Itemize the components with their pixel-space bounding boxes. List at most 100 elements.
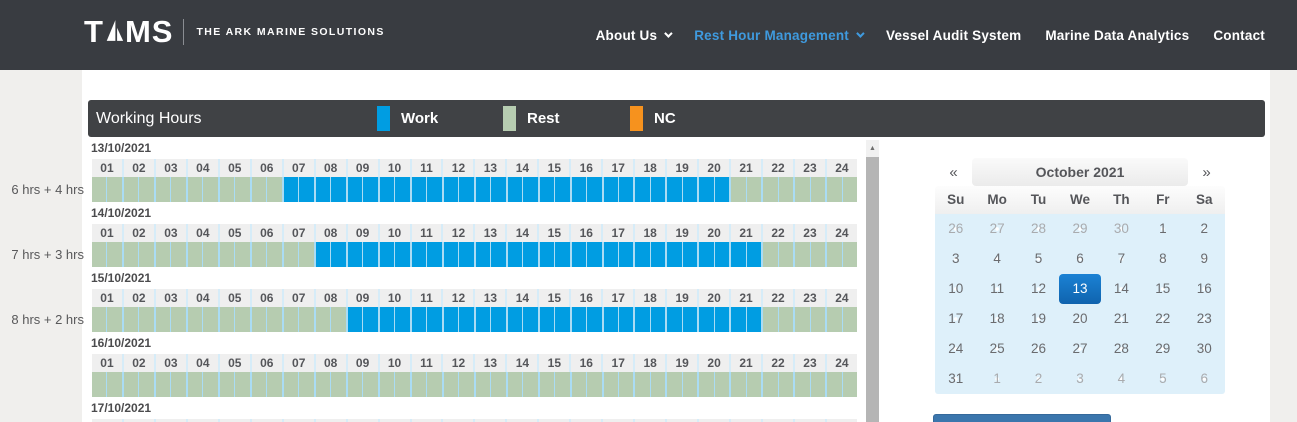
rest-half-hour-cell[interactable] (235, 242, 252, 267)
work-half-hour-cell[interactable] (347, 242, 364, 267)
rest-half-hour-cell[interactable] (842, 372, 858, 397)
work-half-hour-cell[interactable] (491, 242, 508, 267)
rest-half-hour-cell[interactable] (587, 372, 604, 397)
calendar-day[interactable]: 14 (1113, 281, 1129, 296)
work-half-hour-cell[interactable] (299, 177, 316, 202)
calendar-day[interactable]: 29 (1155, 341, 1171, 356)
rest-half-hour-cell[interactable] (731, 177, 747, 202)
rest-half-hour-cell[interactable] (107, 307, 124, 332)
work-half-hour-cell[interactable] (315, 177, 332, 202)
work-half-hour-cell[interactable] (427, 307, 444, 332)
rest-half-hour-cell[interactable] (618, 372, 636, 397)
calendar-day[interactable]: 17 (948, 311, 964, 326)
work-half-hour-cell[interactable] (603, 307, 619, 332)
work-half-hour-cell[interactable] (587, 307, 604, 332)
rest-half-hour-cell[interactable] (299, 372, 316, 397)
work-half-hour-cell[interactable] (507, 242, 524, 267)
nav-item-rest-hour-management[interactable]: Rest Hour Management (694, 28, 865, 43)
work-half-hour-cell[interactable] (714, 177, 732, 202)
work-half-hour-cell[interactable] (475, 307, 492, 332)
rest-half-hour-cell[interactable] (379, 372, 396, 397)
work-half-hour-cell[interactable] (427, 242, 444, 267)
work-half-hour-cell[interactable] (603, 177, 619, 202)
work-half-hour-cell[interactable] (523, 307, 540, 332)
rest-half-hour-cell[interactable] (842, 177, 858, 202)
calendar-day[interactable]: 22 (1155, 311, 1171, 326)
work-half-hour-cell[interactable] (459, 242, 476, 267)
rest-half-hour-cell[interactable] (555, 372, 572, 397)
calendar-day[interactable]: 25 (989, 341, 1005, 356)
work-half-hour-cell[interactable] (395, 307, 412, 332)
rest-half-hour-cell[interactable] (171, 372, 188, 397)
rest-half-hour-cell[interactable] (778, 177, 796, 202)
rest-half-hour-cell[interactable] (810, 242, 828, 267)
calendar-day[interactable]: 20 (1072, 311, 1088, 326)
work-half-hour-cell[interactable] (363, 177, 380, 202)
calendar-day[interactable]: 10 (948, 281, 964, 296)
scroll-up-arrow-icon[interactable]: ▲ (869, 144, 876, 152)
rest-half-hour-cell[interactable] (795, 307, 811, 332)
calendar-day[interactable]: 28 (1113, 341, 1129, 356)
work-half-hour-cell[interactable] (363, 307, 380, 332)
work-half-hour-cell[interactable] (443, 177, 460, 202)
rest-half-hour-cell[interactable] (795, 372, 811, 397)
calendar-day[interactable]: 1 (1159, 221, 1167, 236)
rest-half-hour-cell[interactable] (123, 372, 140, 397)
work-half-hour-cell[interactable] (587, 177, 604, 202)
rest-half-hour-cell[interactable] (139, 177, 156, 202)
work-half-hour-cell[interactable] (411, 177, 428, 202)
work-half-hour-cell[interactable] (395, 177, 412, 202)
rest-half-hour-cell[interactable] (810, 307, 828, 332)
rest-half-hour-cell[interactable] (123, 242, 140, 267)
rest-half-hour-cell[interactable] (107, 242, 124, 267)
work-half-hour-cell[interactable] (475, 242, 492, 267)
work-half-hour-cell[interactable] (443, 307, 460, 332)
work-half-hour-cell[interactable] (618, 177, 636, 202)
calendar-day[interactable]: 19 (1031, 311, 1047, 326)
work-half-hour-cell[interactable] (731, 307, 747, 332)
work-half-hour-cell[interactable] (347, 307, 364, 332)
rest-half-hour-cell[interactable] (603, 372, 619, 397)
rest-half-hour-cell[interactable] (171, 177, 188, 202)
rest-half-hour-cell[interactable] (507, 372, 524, 397)
work-half-hour-cell[interactable] (650, 242, 668, 267)
calendar-day[interactable]: 30 (1196, 341, 1212, 356)
rest-half-hour-cell[interactable] (395, 372, 412, 397)
rest-half-hour-cell[interactable] (571, 372, 588, 397)
work-half-hour-cell[interactable] (459, 177, 476, 202)
timeline-scrollbar-thumb[interactable] (866, 157, 879, 422)
tams-logo[interactable]: T MS THE ARK MARINE SOLUTIONS (84, 14, 385, 50)
calendar-day[interactable]: 11 (990, 281, 1005, 296)
rest-half-hour-cell[interactable] (283, 307, 300, 332)
work-half-hour-cell[interactable] (363, 242, 380, 267)
rest-half-hour-cell[interactable] (443, 372, 460, 397)
calendar-day[interactable]: 12 (1031, 281, 1047, 296)
work-half-hour-cell[interactable] (379, 177, 396, 202)
rest-half-hour-cell[interactable] (331, 372, 348, 397)
work-half-hour-cell[interactable] (555, 307, 572, 332)
rest-half-hour-cell[interactable] (763, 242, 779, 267)
rest-half-hour-cell[interactable] (682, 372, 700, 397)
rest-half-hour-cell[interactable] (171, 307, 188, 332)
calendar-day[interactable]: 6 (1200, 371, 1208, 386)
work-half-hour-cell[interactable] (635, 307, 651, 332)
rest-half-hour-cell[interactable] (203, 372, 220, 397)
work-half-hour-cell[interactable] (571, 177, 588, 202)
calendar-month-title[interactable]: October 2021 (972, 158, 1188, 186)
work-half-hour-cell[interactable] (283, 177, 300, 202)
work-half-hour-cell[interactable] (699, 242, 715, 267)
calendar-day[interactable]: 8 (1159, 251, 1167, 266)
calendar-day[interactable]: 23 (1196, 311, 1212, 326)
rest-half-hour-cell[interactable] (139, 372, 156, 397)
rest-half-hour-cell[interactable] (187, 307, 204, 332)
calendar-day[interactable]: 3 (951, 251, 960, 266)
rest-half-hour-cell[interactable] (235, 372, 252, 397)
work-half-hour-cell[interactable] (682, 177, 700, 202)
rest-half-hour-cell[interactable] (203, 177, 220, 202)
rest-half-hour-cell[interactable] (347, 372, 364, 397)
work-half-hour-cell[interactable] (667, 242, 683, 267)
calendar-prev-button[interactable]: « (949, 163, 958, 181)
timeline-scrollbar[interactable]: ▲ (866, 140, 879, 422)
rest-half-hour-cell[interactable] (219, 177, 236, 202)
work-half-hour-cell[interactable] (587, 242, 604, 267)
